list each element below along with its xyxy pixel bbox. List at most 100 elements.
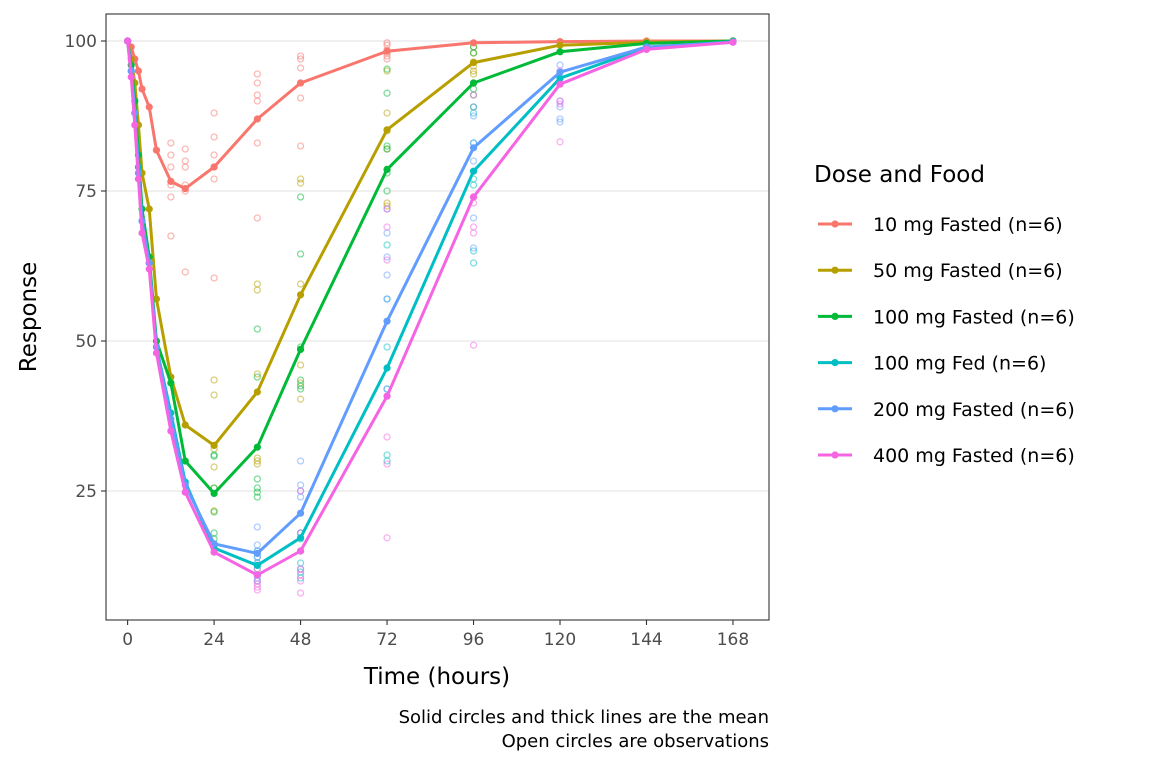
observation-point-100-mg-fasted-n-6 [210,452,218,460]
x-tick-label: 144 [630,630,662,650]
mean-point-100-mg-fasted-n-6 [210,489,218,497]
mean-line-10-mg-fasted-n-6 [126,39,733,191]
observation-point-10-mg-fasted-n-6 [181,163,189,171]
observation-point-200-mg-fasted-n-6 [556,115,564,123]
mean-point-400-mg-fasted-n-6 [253,571,261,579]
observation-point-400-mg-fasted-n-6 [469,223,478,231]
observation-point-10-mg-fasted-n-6 [181,157,189,165]
x-tick-label: 120 [544,630,576,650]
observation-point-100-mg-fed-n-6 [383,451,391,459]
observation-point-200-mg-fasted-n-6 [556,61,564,69]
observation-point-10-mg-fasted-n-6 [181,268,189,276]
observation-point-200-mg-fasted-n-6 [383,295,391,303]
observation-point-10-mg-fasted-n-6 [253,214,261,222]
observation-point-10-mg-fasted-n-6 [167,163,175,171]
observation-point-100-mg-fed-n-6 [469,247,478,255]
mean-point-50-mg-fasted-n-6 [152,295,161,303]
observation-point-10-mg-fasted-n-6 [167,193,175,201]
observation-point-10-mg-fasted-n-6 [210,151,218,159]
legend-key-point-50-mg-fasted-n-6 [831,266,839,274]
observation-point-400-mg-fasted-n-6 [383,534,391,542]
observation-point-200-mg-fasted-n-6 [469,214,478,222]
legend-label-100-mg-fasted-n-6: 100 mg Fasted (n=6) [873,306,1075,328]
mean-point-400-mg-fasted-n-6 [152,349,161,357]
mean-point-50-mg-fasted-n-6 [296,291,305,299]
observation-point-400-mg-fasted-n-6 [469,229,478,237]
mean-point-10-mg-fasted-n-6 [152,146,161,154]
observation-point-400-mg-fasted-n-6 [383,460,391,468]
observation-point-10-mg-fasted-n-6 [181,145,189,153]
mean-line-50-mg-fasted-n-6 [126,39,733,447]
mean-point-10-mg-fasted-n-6 [134,67,143,75]
mean-point-400-mg-fasted-n-6 [729,38,737,46]
y-tick-label: 75 [75,182,97,202]
observation-point-400-mg-fasted-n-6 [296,577,305,585]
observation-point-50-mg-fasted-n-6 [210,463,218,471]
observation-point-50-mg-fasted-n-6 [210,376,218,384]
observation-point-10-mg-fasted-n-6 [296,64,305,72]
observation-point-100-mg-fed-n-6 [383,457,391,465]
observation-point-100-mg-fasted-n-6 [296,250,305,258]
observation-point-100-mg-fasted-n-6 [383,142,391,150]
observation-point-50-mg-fasted-n-6 [253,457,261,465]
observation-point-100-mg-fasted-n-6 [253,475,261,483]
observation-point-400-mg-fasted-n-6 [556,100,564,108]
observation-point-400-mg-fasted-n-6 [253,583,261,591]
observation-point-400-mg-fasted-n-6 [469,341,478,349]
observation-point-100-mg-fasted-n-6 [210,529,218,537]
observation-point-100-mg-fed-n-6 [383,343,391,351]
observation-point-400-mg-fasted-n-6 [296,487,305,495]
x-tick-label: 48 [290,630,312,650]
observation-point-50-mg-fasted-n-6 [253,460,261,468]
observation-point-200-mg-fasted-n-6 [296,457,305,465]
observation-point-10-mg-fasted-n-6 [383,55,391,63]
observation-point-10-mg-fasted-n-6 [210,133,218,141]
mean-point-100-mg-fasted-n-6 [469,79,478,87]
mean-point-400-mg-fasted-n-6 [642,45,651,54]
x-tick-label: 72 [376,630,398,650]
x-tick-label: 168 [717,630,749,650]
observation-point-10-mg-fasted-n-6 [296,55,305,63]
observation-point-100-mg-fasted-n-6 [296,193,305,201]
mean-point-100-mg-fed-n-6 [296,534,305,542]
mean-point-100-mg-fasted-n-6 [383,165,391,173]
observation-point-50-mg-fasted-n-6 [383,202,391,210]
observation-point-400-mg-fasted-n-6 [383,223,391,231]
observation-point-10-mg-fasted-n-6 [210,274,218,282]
mean-point-400-mg-fasted-n-6 [134,175,143,183]
observation-point-100-mg-fed-n-6 [296,574,305,582]
observation-point-100-mg-fasted-n-6 [296,382,305,390]
observation-point-200-mg-fasted-n-6 [383,253,391,261]
observation-point-400-mg-fasted-n-6 [383,205,391,213]
observation-point-50-mg-fasted-n-6 [253,370,261,378]
observation-point-200-mg-fasted-n-6 [383,229,391,237]
mean-point-200-mg-fasted-n-6 [383,317,391,325]
observation-point-10-mg-fasted-n-6 [210,175,218,183]
mean-point-100-mg-fed-n-6 [383,364,391,372]
mean-point-10-mg-fasted-n-6 [210,163,218,171]
mean-point-50-mg-fasted-n-6 [253,388,261,396]
mean-point-400-mg-fasted-n-6 [124,37,132,45]
observation-point-10-mg-fasted-n-6 [383,39,391,47]
observation-point-50-mg-fasted-n-6 [296,395,305,403]
mean-point-400-mg-fasted-n-6 [556,80,564,88]
mean-point-10-mg-fasted-n-6 [296,79,305,87]
observation-point-50-mg-fasted-n-6 [296,175,305,183]
observation-point-100-mg-fasted-n-6 [253,484,261,492]
mean-point-50-mg-fasted-n-6 [383,126,391,134]
observation-point-100-mg-fasted-n-6 [469,49,478,57]
mean-point-200-mg-fasted-n-6 [469,144,478,152]
observation-point-50-mg-fasted-n-6 [296,361,305,369]
observation-point-10-mg-fasted-n-6 [296,52,305,60]
mean-point-50-mg-fasted-n-6 [210,441,218,449]
mean-point-400-mg-fasted-n-6 [181,488,189,496]
observation-point-200-mg-fasted-n-6 [253,523,261,531]
observation-point-10-mg-fasted-n-6 [253,139,261,147]
mean-point-50-mg-fasted-n-6 [556,41,564,49]
observation-point-200-mg-fasted-n-6 [296,493,305,501]
observation-point-200-mg-fasted-n-6 [469,157,478,165]
mean-point-200-mg-fasted-n-6 [296,509,305,517]
observation-point-100-mg-fasted-n-6 [210,508,218,516]
observation-point-100-mg-fasted-n-6 [253,325,261,333]
